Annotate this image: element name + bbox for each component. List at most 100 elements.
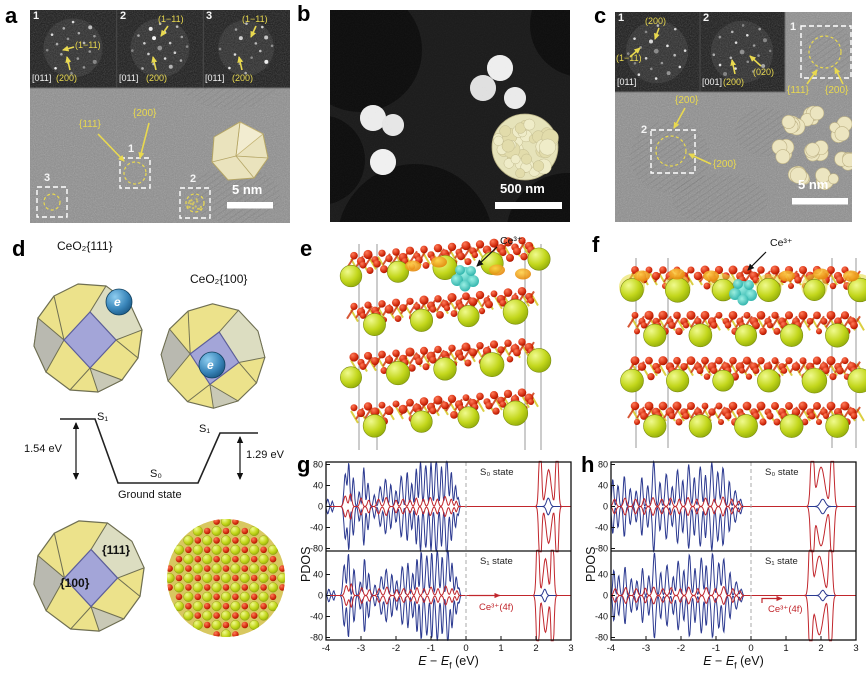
panel-b-stem-image (330, 10, 570, 222)
panel-d-label: d (12, 236, 26, 261)
svg-text:2: 2 (818, 643, 823, 654)
svg-text:0: 0 (318, 591, 323, 601)
fft-a1-spot-200: (200) (56, 73, 78, 83)
xlabel-E2: E (440, 654, 450, 668)
fft-a2-zone: [011] (119, 73, 139, 83)
s1-right-label: S₁ (199, 423, 211, 435)
svg-text:1: 1 (498, 643, 503, 654)
fft-c2-num: 2 (703, 12, 710, 24)
panel-d-graphic (33, 283, 285, 637)
xlabel-E1: E (703, 654, 712, 668)
fft-a2-spot-111: (1−11) (158, 14, 184, 24)
svg-text:-40: -40 (595, 523, 608, 533)
svg-text:-4: -4 (607, 643, 615, 654)
pdos-ylabel-g: PDOS (299, 546, 313, 582)
s0-state-label-g: S₀ state (480, 467, 514, 478)
panel-b-label: b (297, 1, 311, 26)
facet-200-label: {200} (133, 108, 157, 119)
xlabel-minus: − (711, 654, 726, 668)
svg-text:-4: -4 (322, 643, 330, 654)
facet-111-label: {111} (79, 119, 101, 130)
panel-a-label: a (5, 3, 18, 28)
xlabel-unit: (eV) (736, 654, 764, 668)
svg-text:3: 3 (568, 643, 573, 654)
xlabel-sub: f (734, 660, 737, 671)
panel-e-structure (339, 236, 552, 450)
svg-text:80: 80 (598, 460, 608, 470)
scalebar-b-text: 500 nm (500, 181, 545, 196)
scalebar-a-text: 5 nm (232, 182, 263, 197)
box-1-num: 1 (790, 21, 797, 33)
ce3-annotation-f: Ce³⁺ (770, 237, 793, 249)
svg-text:-3: -3 (642, 643, 650, 654)
panel-d: d CeO₂{111} CeO₂{100} e e S₁ 1.54 eV S₀ … (0, 232, 295, 674)
svg-text:-1: -1 (427, 643, 435, 654)
xaxis-label-g: E − Ef (eV) (326, 654, 571, 671)
svg-text:-2: -2 (677, 643, 685, 654)
pdos-ylabel-h: PDOS (584, 546, 598, 582)
box-2-num: 2 (641, 124, 648, 136)
fft-c2-spot-020: (020) (753, 67, 775, 77)
box-1-111-label: {111} (787, 85, 809, 96)
svg-text:-80: -80 (595, 633, 608, 643)
fft-c2-spot-200: (200) (723, 77, 745, 87)
ceo2-111-title: CeO₂{111} (57, 239, 113, 253)
panel-g-label: g (297, 452, 311, 477)
panel-e: e Ce³⁺ (293, 230, 580, 452)
svg-text:0: 0 (463, 643, 468, 654)
ce3-annotation-e: Ce³⁺ (500, 235, 523, 247)
svg-text:0: 0 (318, 502, 323, 512)
svg-text:-1: -1 (712, 643, 720, 654)
svg-text:-3: -3 (357, 643, 365, 654)
ce4f-annotation-g: Ce³⁺(4f) (479, 602, 514, 613)
region-2-label: 2 (190, 173, 197, 185)
electron-label-111: e (114, 295, 121, 309)
svg-text:3: 3 (853, 643, 858, 654)
panel-e-label: e (300, 236, 313, 261)
s1-state-label-g: S₁ state (480, 556, 513, 567)
fft-c1-num: 1 (618, 12, 625, 24)
svg-text:40: 40 (598, 481, 608, 491)
ceo2-100-title: CeO₂{100} (190, 272, 248, 286)
ground-state-label: Ground state (118, 489, 182, 501)
s0-label: S₀ (150, 468, 162, 480)
xlabel-E1: E (418, 654, 427, 668)
s1-state-label-h: S₁ state (765, 556, 798, 567)
facet-111-bottom-label: {111} (102, 543, 131, 557)
panel-c-label: c (594, 3, 607, 28)
scalebar-c-text: 5 nm (798, 177, 829, 192)
facet-100-bottom-label: {100} (60, 576, 90, 590)
svg-text:40: 40 (313, 481, 323, 491)
fft-a3-spot-200: (200) (232, 73, 254, 83)
svg-text:2: 2 (533, 643, 538, 654)
box-1-200-label: {200} (825, 85, 849, 96)
fft-a1-spot-111: (1−11) (75, 40, 101, 50)
fft-c1-spot-111: (1−11) (616, 53, 642, 63)
fft-a3-spot-111: (1−11) (242, 14, 268, 24)
region-3-label: 3 (44, 172, 51, 184)
region-1-label: 1 (128, 143, 135, 155)
panel-b: 500 nm (330, 10, 570, 222)
svg-text:0: 0 (748, 643, 753, 654)
svg-text:-2: -2 (392, 643, 400, 654)
xlabel-unit: (eV) (451, 654, 479, 668)
energy-154-label: 1.54 eV (24, 443, 62, 455)
ce4f-annotation-h: Ce³⁺(4f) (768, 604, 803, 615)
svg-text:-80: -80 (595, 544, 608, 554)
fft-a3-zone: [011] (205, 73, 225, 83)
panel-a: 2 1 3 [011] [011] [011] (200) (1−11) (20… (30, 10, 290, 223)
panel-f: f Ce³⁺ (580, 230, 866, 452)
fft-a1-zone: [011] (32, 73, 52, 83)
fft-a2-spot-200: (200) (146, 73, 168, 83)
svg-text:40: 40 (313, 570, 323, 580)
svg-text:0: 0 (603, 502, 608, 512)
svg-text:1: 1 (783, 643, 788, 654)
fft-a1-num: 1 (33, 10, 40, 22)
svg-text:-80: -80 (310, 544, 323, 554)
svg-text:-40: -40 (595, 612, 608, 622)
xaxis-label-h: E − Ef (eV) (611, 654, 856, 671)
panel-f-label: f (592, 232, 600, 257)
energy-129-label: 1.29 eV (246, 449, 284, 461)
svg-text:-80: -80 (310, 633, 323, 643)
